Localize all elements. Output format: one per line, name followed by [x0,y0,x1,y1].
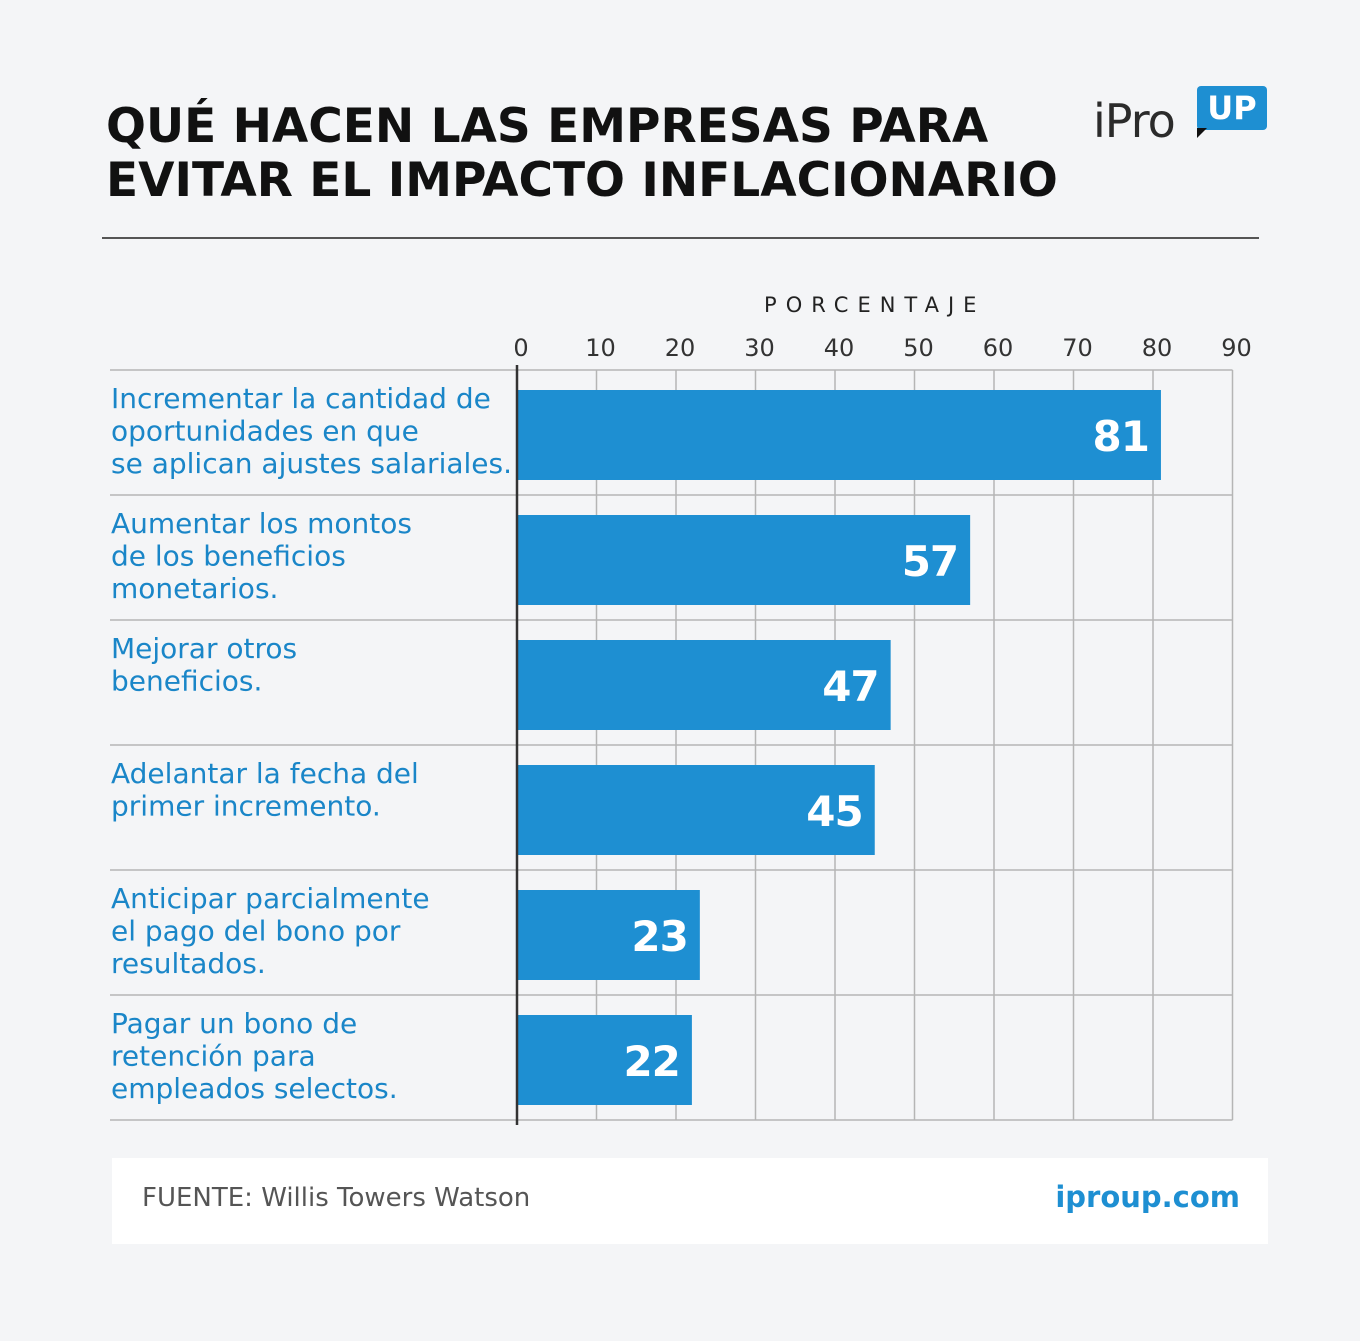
category-label-line: resultados. [111,947,266,980]
tick-label: 30 [744,334,775,362]
category-label: Adelantar la fecha del primer incremento. [111,757,419,823]
data-label: 45 [806,787,862,836]
category-label-line: retención para [111,1040,316,1073]
category-label-line: monetarios. [111,572,278,605]
category-label-line: empleados selectos. [111,1072,398,1105]
footer: FUENTE: Willis Towers Watson iproup.com [112,1158,1268,1244]
category-label-line: se aplican ajustes salariales. [111,447,512,480]
category-label: Mejorar otros beneficios. [111,632,297,698]
bar [517,765,875,855]
bar-chart: PORCENTAJE 0 10 20 30 40 50 60 70 80 90 81 Increment… [110,293,1252,1125]
data-label: 57 [902,537,958,586]
category-label: Aumentar los montos de los beneficios mone… [111,507,412,605]
tick-label: 20 [665,334,696,362]
axis-title: PORCENTAJE [764,293,985,317]
category-label-line: el pago del bono por [111,915,401,948]
category-label-line: primer incremento. [111,790,381,823]
iproup-logo: iPro UP [1093,84,1273,154]
category-label: Pagar un bono de retención para empleados … [111,1007,398,1105]
category-label-line: oportunidades en que [111,415,419,448]
title-line-1: QUÉ HACEN LAS EMPRESAS PARA [106,99,989,154]
category-label-line: Adelantar la fecha del [111,757,419,790]
category-label-line: Mejorar otros [111,632,297,665]
logo-text: iPro [1093,94,1176,148]
category-label-line: beneficios. [111,665,262,698]
tick-label: 50 [903,334,934,362]
tick-label: 80 [1142,334,1173,362]
data-label: 81 [1092,412,1148,461]
tick-label: 40 [824,334,855,362]
bar [517,1015,692,1105]
tick-label: 70 [1062,334,1093,362]
chart-title: QUÉ HACEN LAS EMPRESAS PARA EVITAR EL IM… [106,100,1058,208]
title-divider [102,237,1259,239]
bar [517,515,971,605]
title-line-2: EVITAR EL IMPACTO INFLACIONARIO [106,153,1058,208]
category-label-line: Anticipar parcialmente [111,882,430,915]
logo-badge-tail [1197,128,1207,138]
category-label-line: Pagar un bono de [111,1007,357,1040]
bar [517,390,1161,480]
bar [517,640,891,730]
data-label: 23 [631,912,687,961]
data-label: 47 [822,662,878,711]
data-label: 22 [623,1037,679,1086]
category-label-line: Aumentar los montos [111,507,412,540]
bar [517,890,700,980]
source-note: FUENTE: Willis Towers Watson [142,1183,531,1213]
site-link[interactable]: iproup.com [1055,1180,1240,1214]
tick-label: 60 [983,334,1014,362]
tick-label: 90 [1221,334,1252,362]
category-label: Anticipar parcialmente el pago del bono p… [111,882,430,980]
category-label-line: de los beneficios [111,540,346,573]
logo-badge: UP [1197,86,1267,130]
category-label-line: Incrementar la cantidad de [111,382,491,415]
tick-label: 10 [585,334,616,362]
tick-label: 0 [513,334,528,362]
category-label: Incrementar la cantidad de oportunidades … [111,382,512,480]
